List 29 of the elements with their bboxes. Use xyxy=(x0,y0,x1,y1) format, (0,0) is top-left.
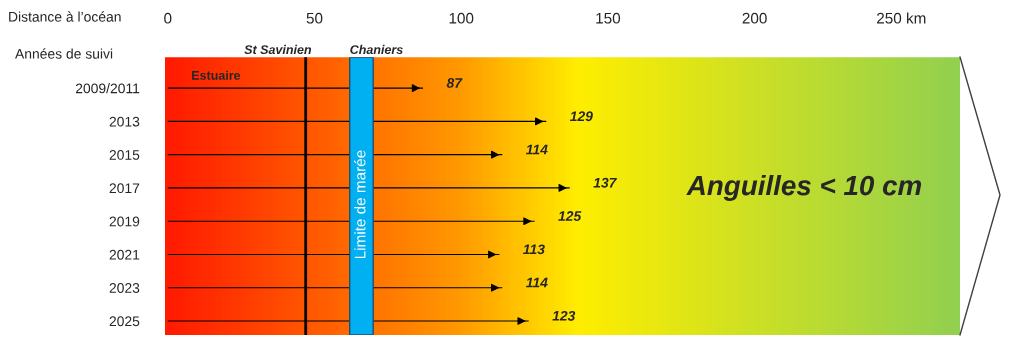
x-tick-label: 100 xyxy=(449,12,474,24)
band-label: Chaniers xyxy=(350,44,403,55)
y-tick-label: 2021 xyxy=(109,249,140,260)
x-axis-title: Distance à l’océan xyxy=(9,11,121,22)
annotation: Anguilles < 10 cm xyxy=(686,174,922,201)
data-label: 123 xyxy=(552,310,576,321)
data-label: 125 xyxy=(558,211,582,221)
y-tick-label: 2013 xyxy=(109,116,140,127)
data-label: 87 xyxy=(446,78,463,88)
y-tick-label: 2017 xyxy=(109,183,140,194)
y-tick-label: 2009/2011 xyxy=(75,83,140,94)
data-label: 113 xyxy=(523,244,545,255)
x-tick-label: 250 km xyxy=(877,12,926,24)
data-label: 114 xyxy=(525,144,548,155)
y-axis-title: Années de suivi xyxy=(15,48,113,59)
annotation: Limite de marée xyxy=(354,150,366,259)
y-tick-label: 2015 xyxy=(109,150,140,160)
y-tick-label: 2023 xyxy=(109,283,140,293)
data-label: 137 xyxy=(593,177,617,188)
x-tick-label: 150 xyxy=(596,12,621,24)
ref-line-label: St Savinien xyxy=(244,44,312,55)
y-tick-label: 2025 xyxy=(109,316,140,327)
y-tick-label: 2019 xyxy=(109,216,140,227)
x-tick-label: 50 xyxy=(306,12,323,24)
data-label: 114 xyxy=(525,277,548,288)
x-tick-label: 0 xyxy=(164,12,172,24)
annotation: Estuaire xyxy=(192,70,241,80)
data-label: 129 xyxy=(569,111,593,122)
x-tick-label: 200 xyxy=(742,12,767,24)
